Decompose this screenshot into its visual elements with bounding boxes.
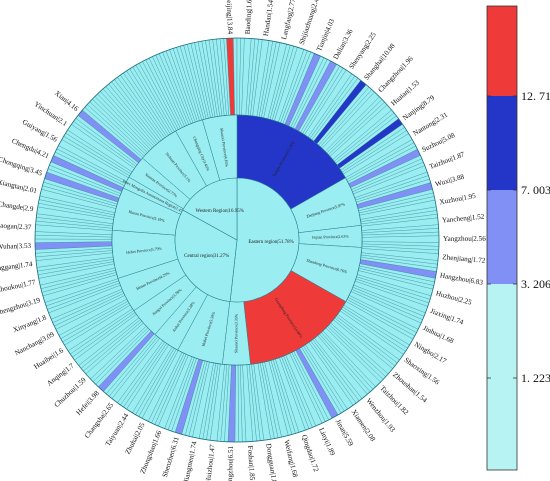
colorbar-segment bbox=[487, 6, 517, 96]
province-arcs: Jiangsu Province|15.59%Zhejiang Province… bbox=[111, 114, 363, 366]
city-label: Tianjin|4.03 bbox=[315, 17, 336, 52]
colorbar-frame bbox=[486, 5, 518, 471]
city-label: Changde|2.9 bbox=[0, 200, 34, 213]
city-label: Zhengzhou|3.19 bbox=[0, 296, 41, 317]
region-arc bbox=[229, 177, 300, 303]
city-label: Yangzhou|2.56 bbox=[443, 235, 486, 243]
city-label: Beijing|13.84 bbox=[225, 0, 234, 35]
city-label: Dongguan|1.85 bbox=[264, 443, 279, 481]
city-label: Zhuhai|2.05 bbox=[124, 421, 147, 456]
region-label: Western Region|16.95% bbox=[196, 209, 244, 214]
city-label: Chengdu|4.21 bbox=[10, 137, 50, 161]
city-label: Hangzhou|6.83 bbox=[439, 271, 484, 286]
city-label: Langfang|2.77 bbox=[280, 0, 297, 40]
region-arcs: Eastern region|51.78% Central region|31.2… bbox=[174, 177, 300, 303]
city-label: Xian|4.16 bbox=[53, 89, 80, 113]
city-label: Handan|1.54 bbox=[262, 0, 275, 37]
city-label: Hefei|3.98 bbox=[75, 389, 101, 417]
city-label: Zhoukou|1.77 bbox=[0, 278, 37, 294]
city-label: Guangzhou|6.51 bbox=[226, 445, 235, 481]
city-arcs bbox=[34, 37, 440, 443]
city-label: Chongqing|3.45 bbox=[0, 155, 44, 177]
city-label: Jinan|5.59 bbox=[334, 418, 355, 448]
city-label: Huizhou|1.47 bbox=[204, 444, 216, 481]
city-label: Nantong|2.31 bbox=[412, 111, 450, 138]
province-label: Fujian Province|2.63% bbox=[312, 234, 349, 240]
colorbar-tick-label: 3. 206 bbox=[521, 277, 550, 291]
city-label: Linyi|1.89 bbox=[317, 427, 336, 458]
city-label: Dalian|3.36 bbox=[332, 28, 355, 61]
region-arc bbox=[174, 209, 238, 302]
city-label: Xinyang|1.8 bbox=[12, 313, 48, 334]
city-label: Weifang|1.68 bbox=[282, 439, 299, 478]
city-label: Foshan|1.85 bbox=[246, 445, 256, 481]
colorbar-segment bbox=[487, 284, 517, 470]
city-label: Xiamen|2.08 bbox=[350, 408, 377, 443]
city-label: Xiaogan|2.37 bbox=[0, 221, 32, 231]
region-label: Central region|31.27% bbox=[184, 254, 229, 259]
city-label: Jiangmen|1.74 bbox=[182, 440, 198, 481]
city-label: Taizhou|1.87 bbox=[428, 150, 466, 171]
colorbar-segment bbox=[487, 96, 517, 190]
province-label: Hebei Province|5.79% bbox=[126, 246, 163, 255]
colorbar-tick-label: 7. 003 bbox=[521, 183, 550, 197]
ring-boundary bbox=[34, 37, 440, 443]
city-label: Suzhou|5.08 bbox=[421, 131, 457, 154]
province-label: Shaanxi Province|4.16% bbox=[219, 128, 230, 168]
colorbar-segment bbox=[487, 190, 517, 284]
city-label: Anqing|1.7 bbox=[45, 362, 76, 388]
city-label: Shijiazhuang|2.48 bbox=[298, 0, 322, 46]
region-label: Eastern region|51.78% bbox=[248, 240, 293, 245]
city-label: Yancheng|1.52 bbox=[442, 213, 485, 225]
city-label: Xuzhou|1.95 bbox=[439, 192, 477, 207]
colorbar: 1. 223 3. 206 7. 003 12. 71 bbox=[486, 5, 550, 471]
colorbar-tick-label: 12. 71 bbox=[521, 89, 550, 103]
city-label: Huaian|1.53 bbox=[390, 78, 422, 107]
city-label: Yinchuan|2.1 bbox=[33, 100, 69, 128]
city-label: Wuhan|3.53 bbox=[0, 242, 32, 251]
colorbar-tick-label: 1. 223 bbox=[521, 371, 550, 385]
city-label: Huanggang|1.74 bbox=[0, 260, 33, 274]
city-label: Shenzhen|6.31 bbox=[161, 435, 181, 478]
city-label: Jinhua|1.68 bbox=[422, 324, 455, 345]
city-label: Xiangtan|2.01 bbox=[0, 178, 38, 195]
city-label: Nanjing|8.79 bbox=[401, 94, 436, 123]
city-label: Zhongshan|1.66 bbox=[139, 429, 164, 475]
province-label: Shaanxi Province|3.35% bbox=[233, 313, 238, 353]
city-label: Jiaxing|1.74 bbox=[429, 307, 465, 327]
city-label: Zhenjiang|1.72 bbox=[442, 253, 486, 265]
city-label: Guiyang|1.56 bbox=[21, 118, 59, 144]
city-label: Baoding|1.67 bbox=[244, 0, 254, 34]
city-label: Huaibei|1.6 bbox=[33, 346, 66, 371]
city-label: Qingdao|1.72 bbox=[300, 434, 320, 474]
city-label: Huzhou|2.25 bbox=[435, 289, 473, 306]
city-label: Wuxi|3.88 bbox=[434, 173, 465, 189]
city-label: Taiyuan|2.44 bbox=[104, 412, 131, 448]
city-label: Ningbo|2.17 bbox=[413, 340, 448, 365]
region-arc bbox=[182, 177, 238, 241]
